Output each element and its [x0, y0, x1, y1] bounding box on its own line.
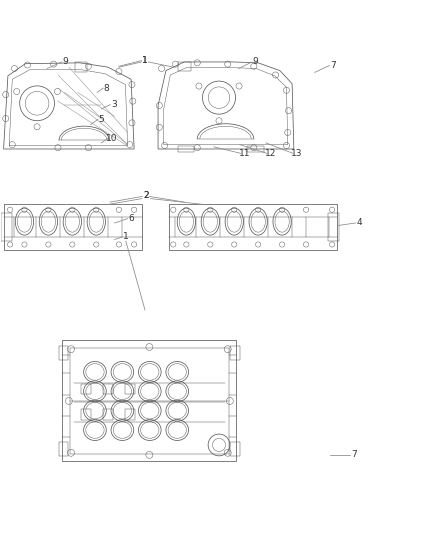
Text: 13: 13	[291, 149, 302, 158]
Text: 1: 1	[142, 56, 148, 65]
Bar	[124, 409, 135, 419]
Text: 7: 7	[351, 450, 357, 459]
Bar	[81, 409, 92, 419]
Bar	[103, 409, 113, 419]
Text: 2: 2	[143, 191, 148, 200]
Bar	[103, 384, 113, 394]
Bar	[230, 346, 240, 360]
Bar	[62, 341, 237, 462]
Text: 7: 7	[330, 61, 336, 70]
Bar	[74, 62, 87, 71]
Bar	[169, 204, 336, 250]
Text: 2: 2	[143, 191, 148, 200]
Bar	[247, 146, 264, 152]
Bar	[4, 204, 142, 250]
Text: 1: 1	[142, 56, 148, 65]
Bar	[328, 213, 339, 241]
Text: 1: 1	[123, 232, 129, 241]
Text: 12: 12	[265, 149, 276, 158]
Text: 9: 9	[253, 58, 258, 67]
Text: 6: 6	[128, 214, 134, 223]
Text: 9: 9	[63, 58, 68, 67]
Text: 4: 4	[357, 219, 362, 228]
Bar	[70, 349, 229, 454]
Bar	[230, 442, 240, 456]
Text: 11: 11	[239, 149, 250, 158]
Text: 5: 5	[99, 115, 104, 124]
Text: 8: 8	[104, 84, 110, 93]
Bar	[81, 384, 92, 394]
Bar	[1, 213, 12, 241]
Bar	[59, 346, 68, 360]
Bar	[178, 146, 194, 152]
Text: 10: 10	[106, 134, 118, 143]
Bar	[178, 62, 191, 71]
Bar	[59, 442, 68, 456]
Bar	[124, 384, 135, 394]
Text: 3: 3	[111, 100, 117, 109]
